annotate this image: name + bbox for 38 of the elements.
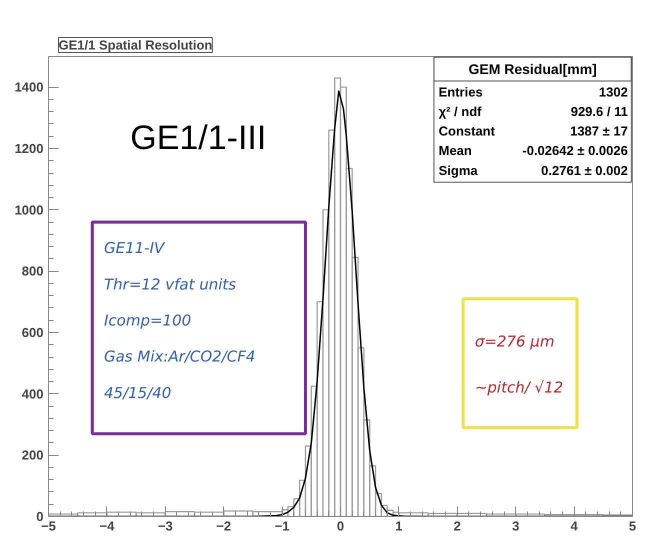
annotation: 0.2761 ± 0.002: [541, 162, 628, 178]
y-tick-label: 1000: [14, 202, 44, 218]
annotation: Mean: [438, 143, 472, 158]
annotation: 1302: [598, 84, 628, 100]
x-tick-label: −1: [274, 518, 290, 534]
y-tick-label: 600: [22, 325, 44, 340]
annotation: Gas Mix:Ar/CO2/CF4: [104, 348, 256, 366]
y-tick-label: 1200: [14, 141, 44, 156]
annotation: Thr=12 vfat units: [104, 275, 236, 294]
y-tick-label: 0: [36, 509, 44, 524]
y-tick-label: 400: [22, 386, 44, 402]
annotation: σ=276 µm: [474, 332, 554, 351]
annotation: 1387 ± 17: [570, 124, 628, 139]
x-tick-label: 0: [336, 518, 344, 534]
annotation: Icomp=100: [104, 312, 192, 330]
chart-title: GE1/1 Spatial Resolution: [58, 38, 212, 52]
y-tick-label: 1400: [14, 80, 44, 95]
annotation: Sigma: [438, 162, 478, 178]
annotation: Entries: [438, 84, 483, 100]
y-tick-label: 800: [22, 264, 44, 279]
x-tick-label: −3: [158, 518, 173, 534]
annotation: -0.02642 ± 0.0026: [522, 143, 628, 158]
x-tick-label: 4: [570, 518, 578, 534]
annotation: GE11-IV: [104, 239, 166, 258]
y-tick-label: 200: [22, 448, 44, 463]
x-tick-label: −4: [99, 518, 116, 534]
annotation: ~pitch/ √12: [474, 378, 564, 397]
x-tick-label: 1: [395, 518, 403, 534]
annotation: 929.6 / 11: [570, 104, 628, 119]
annotation: GEM Residual[mm]: [468, 61, 597, 78]
annotation: GE1/1-III: [130, 118, 266, 157]
x-tick-label: −2: [216, 518, 232, 534]
annotation: 45/15/40: [104, 384, 172, 402]
x-tick-label: 3: [512, 518, 520, 534]
x-tick-label: 2: [454, 518, 461, 534]
annotation: Constant: [438, 124, 496, 139]
x-tick-label: 5: [628, 518, 636, 534]
annotation: χ² / ndf: [438, 104, 482, 119]
